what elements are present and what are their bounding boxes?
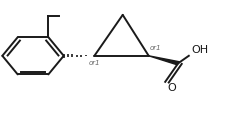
Text: or1: or1 xyxy=(150,45,161,51)
Text: or1: or1 xyxy=(88,60,100,66)
Polygon shape xyxy=(149,56,180,65)
Text: O: O xyxy=(168,83,176,93)
Text: OH: OH xyxy=(191,45,208,55)
